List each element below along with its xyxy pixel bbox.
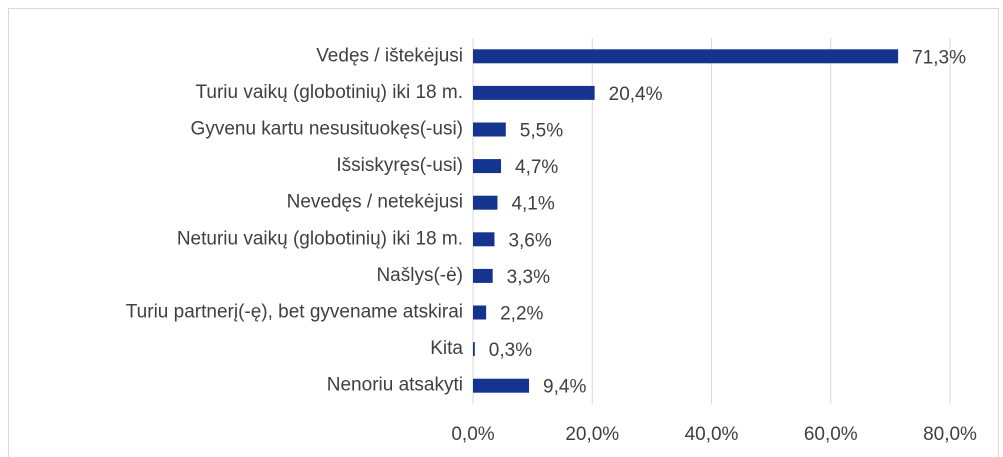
data-label: 4,1% [511,194,554,215]
data-label: 4,7% [515,157,558,178]
y-tick-label: Vedęs / ištekėjusi [316,45,463,66]
y-tick-label: Gyvenu kartu nesusituokęs(-usi) [191,119,463,140]
x-tick-label: 20,0% [565,424,619,445]
bar [473,85,595,100]
bar [473,159,502,174]
data-label: 9,4% [543,377,586,398]
data-label: 5,5% [520,121,563,142]
y-tick-label: Našlys(-ė) [376,265,463,286]
x-tick-label: 80,0% [923,424,977,445]
data-label: 71,3% [912,47,966,68]
bar [473,232,495,247]
y-tick-label: Nenoriu atsakyti [327,375,463,396]
y-tick-label: Turiu vaikų (globotinių) iki 18 m. [195,82,463,103]
bar [473,342,475,357]
y-tick-label: Kita [430,338,463,359]
data-label: 3,6% [508,230,551,251]
data-label: 20,4% [609,84,663,105]
y-tick-label: Turiu partnerį(-ę), bet gyvename atskira… [126,302,463,323]
bar [473,268,493,283]
y-tick-label: Išsiskyręs(-usi) [336,155,463,176]
bar [473,195,498,210]
bar [473,305,487,320]
x-tick-label: 40,0% [685,424,739,445]
bar [473,378,530,393]
data-label: 0,3% [489,340,532,361]
data-label: 2,2% [500,304,543,325]
x-tick-label: 60,0% [804,424,858,445]
bar [473,49,899,64]
bar [473,122,506,137]
x-tick-label: 0,0% [451,424,494,445]
y-tick-label: Neturiu vaikų (globotinių) iki 18 m. [177,228,463,249]
data-label: 3,3% [507,267,550,288]
y-tick-label: Nevedęs / netekėjusi [287,192,463,213]
chart-frame [8,8,999,457]
